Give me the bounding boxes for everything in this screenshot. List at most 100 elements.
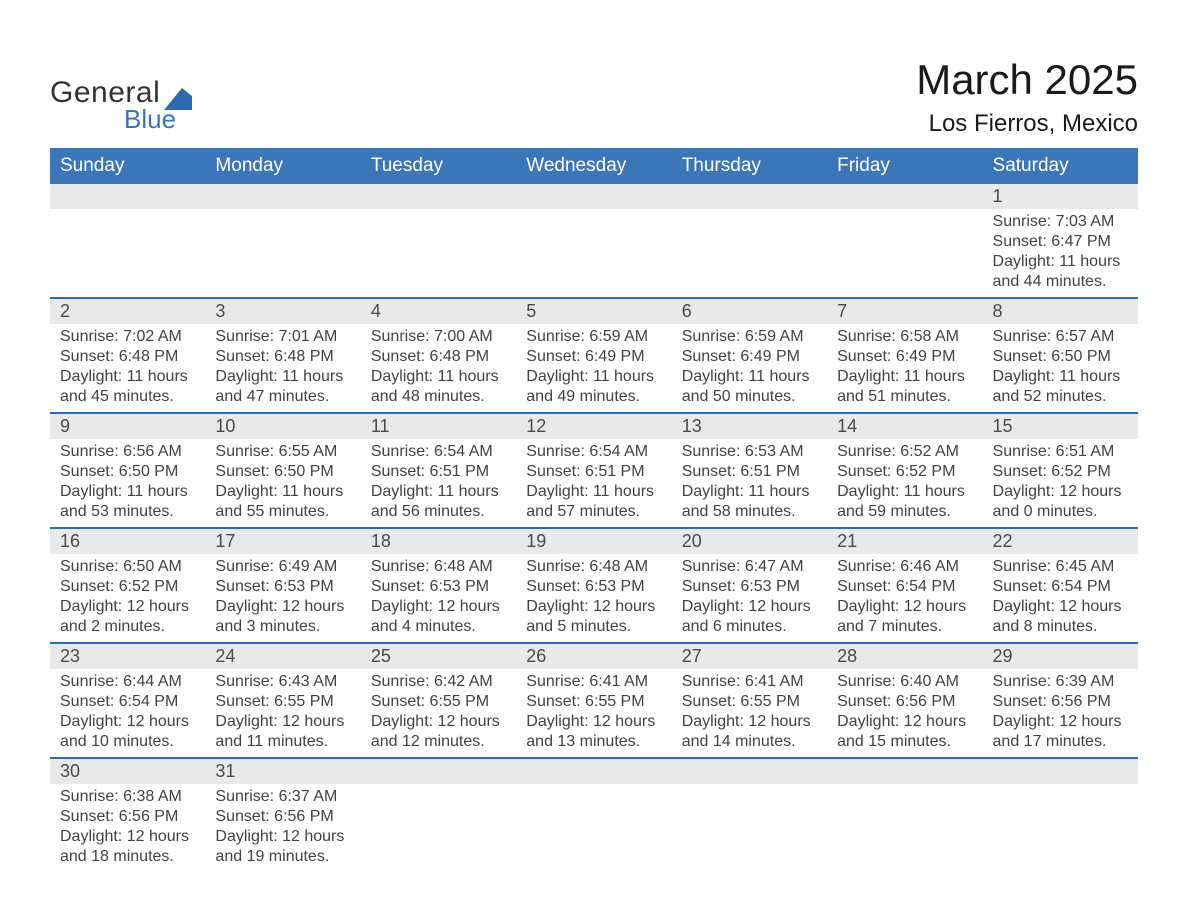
- day-number: [516, 759, 671, 784]
- day-number: 3: [205, 299, 360, 324]
- day-cell: Sunrise: 6:44 AMSunset: 6:54 PMDaylight:…: [50, 669, 205, 757]
- sunrise-line: Sunrise: 6:46 AM: [837, 557, 972, 577]
- day-number: 13: [672, 414, 827, 439]
- day-content-row: Sunrise: 6:38 AMSunset: 6:56 PMDaylight:…: [50, 784, 1138, 872]
- day-number: 19: [516, 529, 671, 554]
- day-number: [672, 184, 827, 209]
- day-number: 26: [516, 644, 671, 669]
- day-cell: Sunrise: 6:53 AMSunset: 6:51 PMDaylight:…: [672, 439, 827, 527]
- daylight-line: Daylight: 12 hours and 14 minutes.: [682, 712, 817, 752]
- day-number: 8: [983, 299, 1138, 324]
- week-row: 2345678Sunrise: 7:02 AMSunset: 6:48 PMDa…: [50, 297, 1138, 412]
- day-cell: Sunrise: 6:59 AMSunset: 6:49 PMDaylight:…: [672, 324, 827, 412]
- daylight-line: Daylight: 11 hours and 52 minutes.: [993, 367, 1128, 407]
- day-number: 18: [361, 529, 516, 554]
- day-cell: Sunrise: 6:43 AMSunset: 6:55 PMDaylight:…: [205, 669, 360, 757]
- day-number: [361, 759, 516, 784]
- sunset-line: Sunset: 6:56 PM: [837, 692, 972, 712]
- sunset-line: Sunset: 6:53 PM: [526, 577, 661, 597]
- day-cell: Sunrise: 6:58 AMSunset: 6:49 PMDaylight:…: [827, 324, 982, 412]
- sunrise-line: Sunrise: 7:00 AM: [371, 327, 506, 347]
- day-cell: Sunrise: 6:38 AMSunset: 6:56 PMDaylight:…: [50, 784, 205, 872]
- daylight-line: Daylight: 11 hours and 55 minutes.: [215, 482, 350, 522]
- sunrise-line: Sunrise: 6:50 AM: [60, 557, 195, 577]
- daylight-line: Daylight: 12 hours and 10 minutes.: [60, 712, 195, 752]
- sunset-line: Sunset: 6:55 PM: [371, 692, 506, 712]
- sunset-line: Sunset: 6:56 PM: [993, 692, 1128, 712]
- sunrise-line: Sunrise: 6:48 AM: [526, 557, 661, 577]
- sunrise-line: Sunrise: 6:51 AM: [993, 442, 1128, 462]
- day-cell: Sunrise: 6:54 AMSunset: 6:51 PMDaylight:…: [361, 439, 516, 527]
- weekday-header: Monday: [205, 148, 360, 184]
- sunrise-line: Sunrise: 6:42 AM: [371, 672, 506, 692]
- daylight-line: Daylight: 12 hours and 7 minutes.: [837, 597, 972, 637]
- day-cell: Sunrise: 6:50 AMSunset: 6:52 PMDaylight:…: [50, 554, 205, 642]
- daylight-line: Daylight: 11 hours and 47 minutes.: [215, 367, 350, 407]
- day-number: 16: [50, 529, 205, 554]
- day-cell: Sunrise: 6:46 AMSunset: 6:54 PMDaylight:…: [827, 554, 982, 642]
- day-number: 11: [361, 414, 516, 439]
- day-number: [361, 184, 516, 209]
- daylight-line: Daylight: 12 hours and 15 minutes.: [837, 712, 972, 752]
- weekday-header: Thursday: [672, 148, 827, 184]
- weekday-header-row: SundayMondayTuesdayWednesdayThursdayFrid…: [50, 148, 1138, 184]
- day-number: 31: [205, 759, 360, 784]
- day-cell: [983, 784, 1138, 872]
- sunrise-line: Sunrise: 6:40 AM: [837, 672, 972, 692]
- daylight-line: Daylight: 12 hours and 6 minutes.: [682, 597, 817, 637]
- day-cell: [205, 209, 360, 297]
- day-cell: [50, 209, 205, 297]
- daylight-line: Daylight: 12 hours and 18 minutes.: [60, 827, 195, 867]
- day-cell: Sunrise: 7:01 AMSunset: 6:48 PMDaylight:…: [205, 324, 360, 412]
- day-cell: Sunrise: 6:48 AMSunset: 6:53 PMDaylight:…: [361, 554, 516, 642]
- sunset-line: Sunset: 6:54 PM: [837, 577, 972, 597]
- day-number: [827, 759, 982, 784]
- sunrise-line: Sunrise: 7:02 AM: [60, 327, 195, 347]
- day-number: 9: [50, 414, 205, 439]
- title-block: March 2025 Los Fierros, Mexico: [916, 56, 1138, 138]
- day-number: 2: [50, 299, 205, 324]
- day-number: [827, 184, 982, 209]
- day-number: 14: [827, 414, 982, 439]
- sunrise-line: Sunrise: 7:03 AM: [993, 212, 1128, 232]
- day-cell: [361, 784, 516, 872]
- daylight-line: Daylight: 12 hours and 17 minutes.: [993, 712, 1128, 752]
- daylight-line: Daylight: 11 hours and 45 minutes.: [60, 367, 195, 407]
- day-cell: [827, 209, 982, 297]
- daylight-line: Daylight: 11 hours and 49 minutes.: [526, 367, 661, 407]
- daynum-row: 2345678: [50, 299, 1138, 324]
- day-number: 30: [50, 759, 205, 784]
- day-content-row: Sunrise: 6:44 AMSunset: 6:54 PMDaylight:…: [50, 669, 1138, 757]
- day-number: 28: [827, 644, 982, 669]
- calendar-page: General Blue March 2025 Los Fierros, Mex…: [0, 0, 1188, 912]
- day-number: [983, 759, 1138, 784]
- sunset-line: Sunset: 6:51 PM: [371, 462, 506, 482]
- sunset-line: Sunset: 6:47 PM: [993, 232, 1128, 252]
- daylight-line: Daylight: 11 hours and 50 minutes.: [682, 367, 817, 407]
- daynum-row: 1: [50, 184, 1138, 209]
- day-cell: Sunrise: 6:52 AMSunset: 6:52 PMDaylight:…: [827, 439, 982, 527]
- day-content-row: Sunrise: 6:56 AMSunset: 6:50 PMDaylight:…: [50, 439, 1138, 527]
- day-cell: Sunrise: 6:41 AMSunset: 6:55 PMDaylight:…: [672, 669, 827, 757]
- sunrise-line: Sunrise: 6:41 AM: [526, 672, 661, 692]
- sunset-line: Sunset: 6:49 PM: [526, 347, 661, 367]
- sunset-line: Sunset: 6:52 PM: [837, 462, 972, 482]
- daynum-row: 23242526272829: [50, 644, 1138, 669]
- sunset-line: Sunset: 6:51 PM: [526, 462, 661, 482]
- day-number: 21: [827, 529, 982, 554]
- daylight-line: Daylight: 12 hours and 4 minutes.: [371, 597, 506, 637]
- sunset-line: Sunset: 6:54 PM: [993, 577, 1128, 597]
- sunset-line: Sunset: 6:53 PM: [682, 577, 817, 597]
- daynum-row: 3031: [50, 759, 1138, 784]
- day-cell: Sunrise: 6:47 AMSunset: 6:53 PMDaylight:…: [672, 554, 827, 642]
- sunrise-line: Sunrise: 6:48 AM: [371, 557, 506, 577]
- day-content-row: Sunrise: 7:03 AMSunset: 6:47 PMDaylight:…: [50, 209, 1138, 297]
- day-cell: [516, 784, 671, 872]
- day-content-row: Sunrise: 7:02 AMSunset: 6:48 PMDaylight:…: [50, 324, 1138, 412]
- sunrise-line: Sunrise: 6:54 AM: [526, 442, 661, 462]
- weekday-header: Wednesday: [516, 148, 671, 184]
- weekday-header: Friday: [827, 148, 982, 184]
- day-number: 24: [205, 644, 360, 669]
- day-cell: [672, 209, 827, 297]
- daylight-line: Daylight: 12 hours and 19 minutes.: [215, 827, 350, 867]
